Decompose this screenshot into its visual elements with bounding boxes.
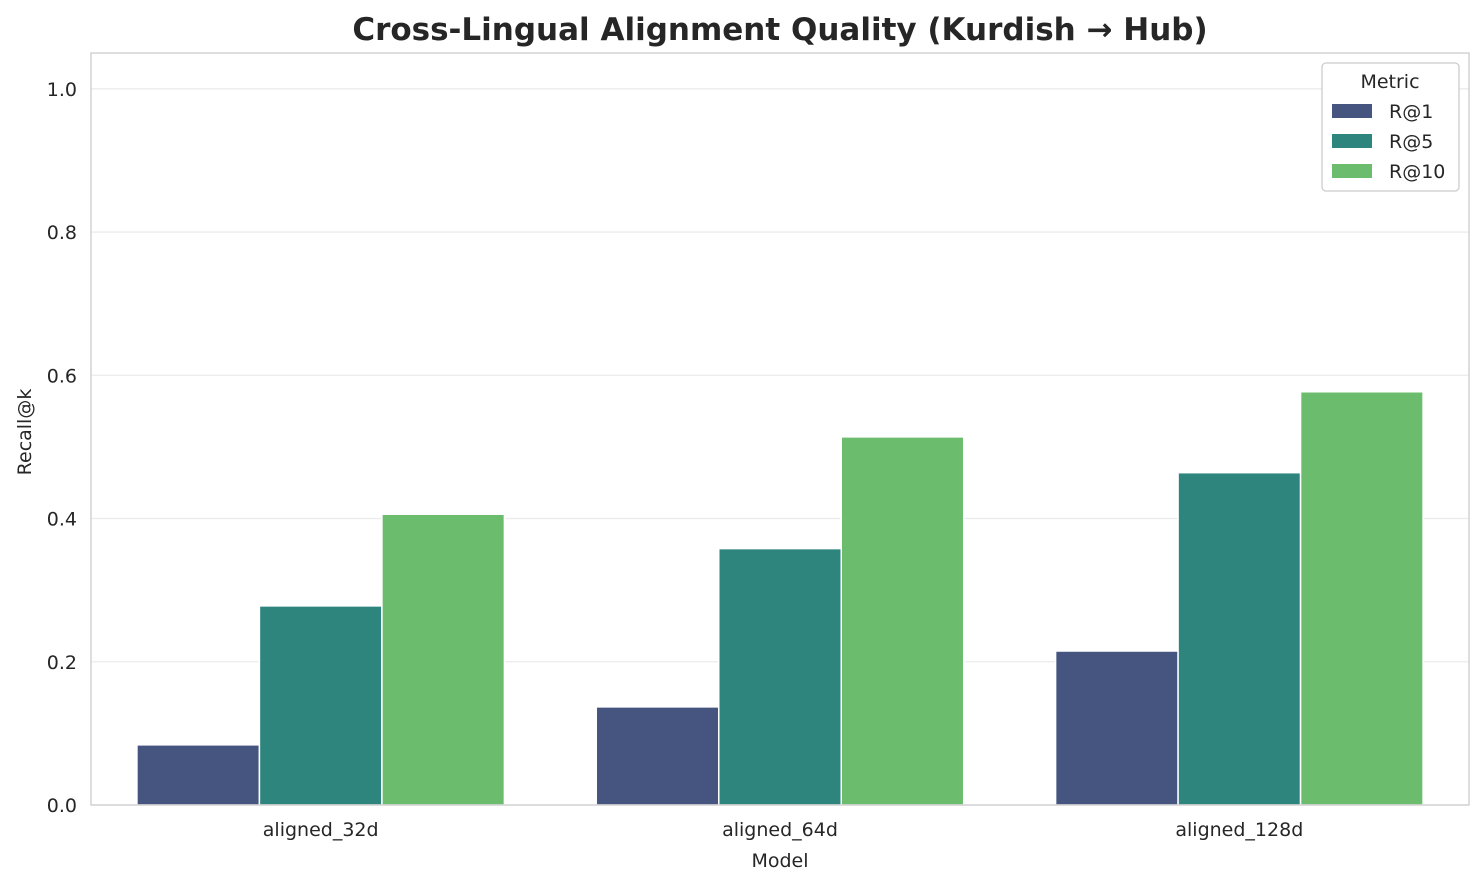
bar-R@10-aligned_128d xyxy=(1299,391,1424,806)
bar-R@1-aligned_64d xyxy=(595,706,720,806)
bar-R@5-aligned_128d xyxy=(1177,471,1302,806)
x-axis-label: Model xyxy=(751,850,808,872)
legend-swatch xyxy=(1332,104,1372,118)
y-axis-label: Recall@k xyxy=(14,389,36,476)
y-tick-label: 0.0 xyxy=(47,795,77,817)
y-tick-label: 0.4 xyxy=(47,509,77,531)
legend-swatch xyxy=(1332,134,1372,148)
bar-R@1-aligned_32d xyxy=(136,744,261,806)
bar-R@1-aligned_128d xyxy=(1054,650,1179,806)
x-tick-label: aligned_128d xyxy=(1175,819,1303,841)
y-tick-label: 0.8 xyxy=(47,222,77,244)
legend-label: R@5 xyxy=(1389,131,1433,153)
bar-R@5-aligned_32d xyxy=(258,605,383,806)
legend-box xyxy=(1321,62,1460,192)
x-tick-label: aligned_64d xyxy=(722,819,838,841)
y-tick-label: 1.0 xyxy=(47,79,77,101)
y-tick-label: 0.6 xyxy=(47,365,77,387)
bar-R@10-aligned_64d xyxy=(840,436,965,806)
bar-R@5-aligned_64d xyxy=(718,547,842,806)
plot-frame xyxy=(90,52,1470,806)
legend-label: R@1 xyxy=(1389,101,1433,123)
chart-title: Cross-Lingual Alignment Quality (Kurdish… xyxy=(352,12,1207,48)
y-tick-label: 0.2 xyxy=(47,652,77,674)
legend-swatch xyxy=(1332,164,1372,178)
legend: Metric R@1 R@5 R@10 xyxy=(1321,62,1460,192)
legend-title: Metric xyxy=(1360,71,1419,93)
x-tick-label: aligned_32d xyxy=(263,819,379,841)
bar-R@10-aligned_32d xyxy=(381,513,506,806)
legend-label: R@10 xyxy=(1389,161,1445,183)
